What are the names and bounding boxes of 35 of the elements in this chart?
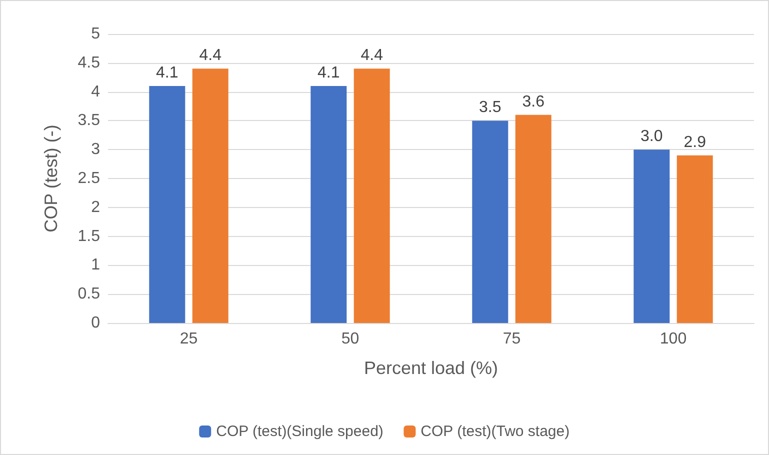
legend-label: COP (test)(Two stage) <box>420 423 570 440</box>
y-tick-label: 4 <box>91 83 100 100</box>
y-tick-label: 3.5 <box>78 112 100 130</box>
bar <box>634 150 670 323</box>
x-tick-label: 100 <box>660 330 687 348</box>
y-tick-label: 3 <box>91 141 100 158</box>
y-tick-label: 0 <box>91 314 100 332</box>
x-tick-label: 75 <box>502 330 521 348</box>
y-tick-label: 1.5 <box>78 228 100 245</box>
data-label: 4.4 <box>199 47 222 64</box>
bar <box>472 120 508 323</box>
data-label: 3.0 <box>640 128 663 146</box>
legend-label: COP (test)(Single speed) <box>216 423 384 440</box>
y-tick-label: 2.5 <box>78 170 100 187</box>
x-axis-title: Percent load (%) <box>364 358 498 378</box>
x-tick-label: 25 <box>180 330 198 348</box>
bar <box>149 86 186 323</box>
y-tick-label: 2 <box>91 198 100 216</box>
data-label: 3.5 <box>479 99 502 116</box>
data-label: 4.4 <box>360 47 384 64</box>
data-label: 4.1 <box>318 64 340 82</box>
bar <box>676 155 713 323</box>
y-tick-label: 0.5 <box>78 286 100 303</box>
y-tick-label: 4.5 <box>78 54 100 72</box>
data-label: 2.9 <box>684 134 706 151</box>
bar <box>515 114 552 323</box>
y-tick-label: 1 <box>91 256 100 274</box>
data-label: 4.1 <box>156 64 178 82</box>
bar <box>192 68 228 323</box>
x-tick-label: 50 <box>341 330 360 348</box>
data-label: 3.6 <box>522 93 545 110</box>
y-tick-label: 5 <box>91 26 100 42</box>
bar <box>310 86 347 323</box>
bar <box>354 68 390 323</box>
y-axis-title: COP (test) (-) <box>41 124 61 232</box>
